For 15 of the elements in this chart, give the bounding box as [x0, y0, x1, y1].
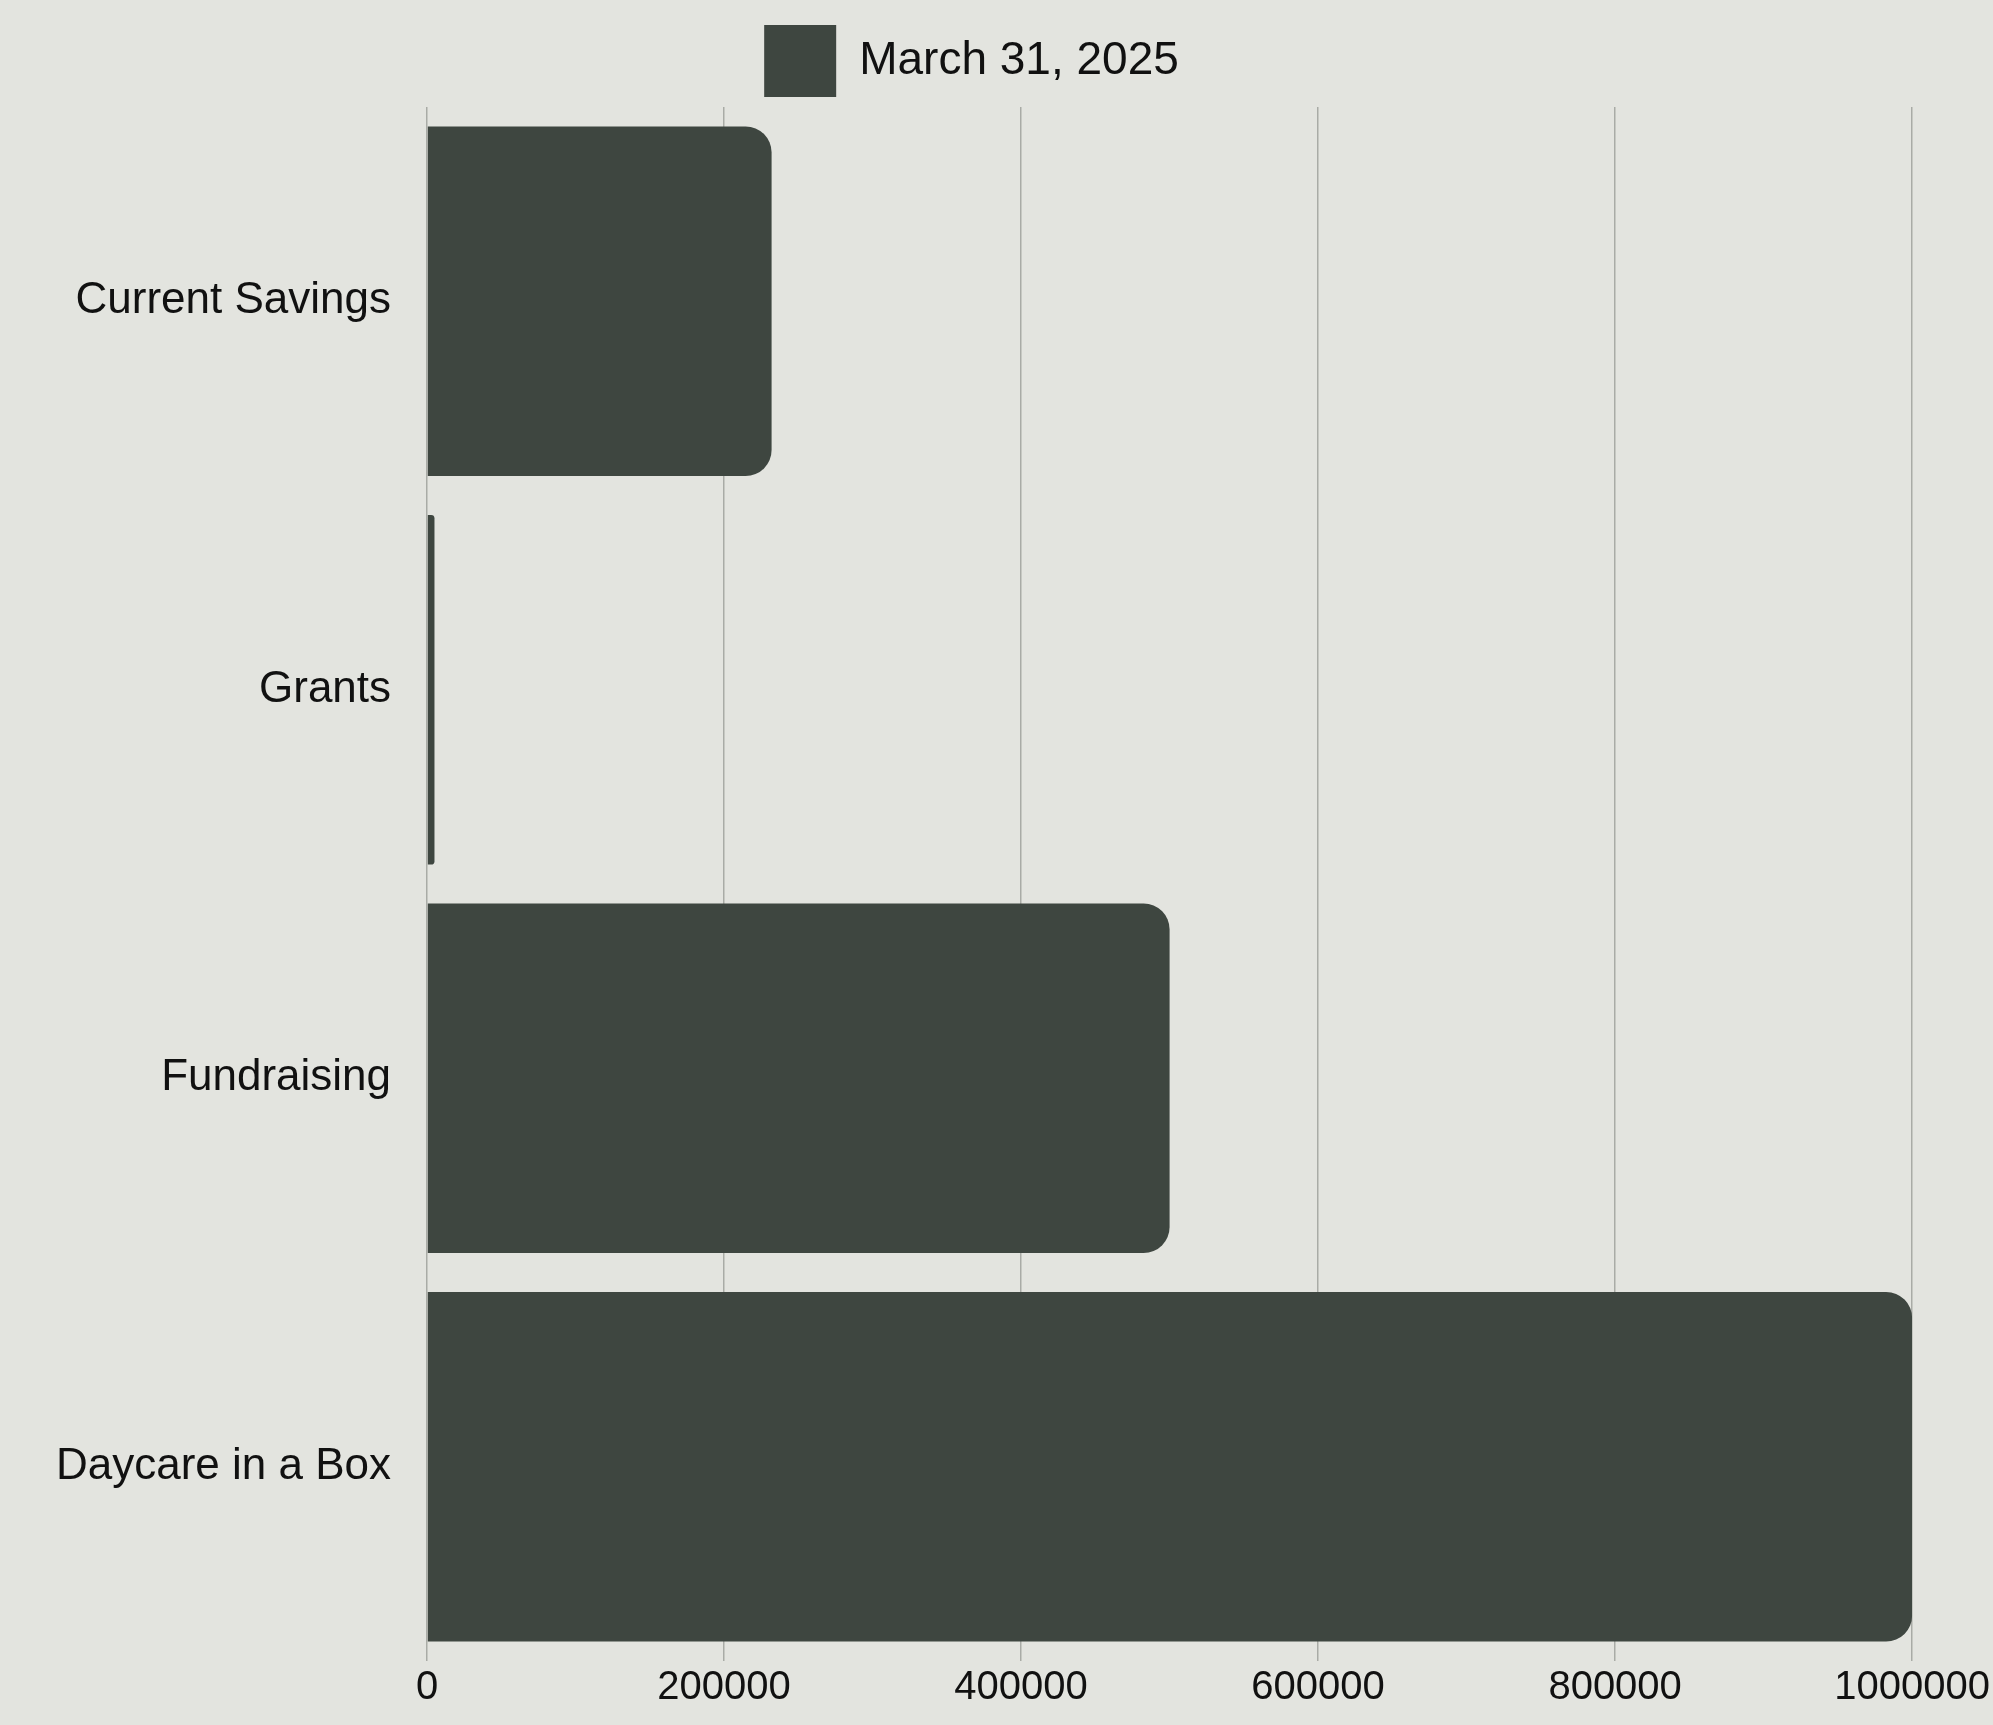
bar — [427, 903, 1170, 1254]
x-tick-label: 600000 — [1251, 1663, 1385, 1708]
y-tick-label: Daycare in a Box — [55, 1438, 392, 1488]
y-tick-label: Fundraising — [161, 1050, 392, 1100]
bar — [427, 1291, 1913, 1642]
x-tick-label: 0 — [415, 1663, 439, 1708]
x-tick-label: 1000000 — [1834, 1663, 1991, 1708]
x-tick-label: 200000 — [657, 1663, 791, 1708]
x-tick-label: 800000 — [1548, 1663, 1682, 1708]
bar — [427, 126, 772, 477]
y-tick-label: Grants — [259, 661, 392, 711]
bar — [427, 514, 435, 865]
legend-label: March 31, 2025 — [859, 31, 1179, 84]
y-tick-label: Current Savings — [75, 273, 392, 323]
x-tick-label: 400000 — [954, 1663, 1088, 1708]
